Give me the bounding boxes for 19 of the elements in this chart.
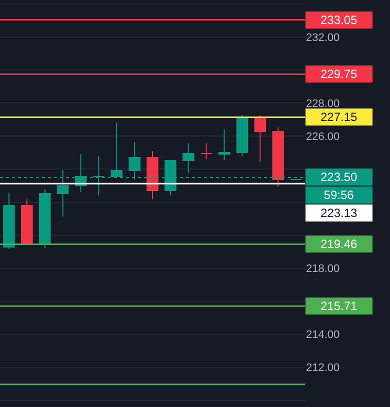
y-tick-label: 232.00 xyxy=(306,32,340,44)
candlestick xyxy=(3,192,15,250)
candlestick xyxy=(200,142,212,160)
ref-line-label: 223.50 xyxy=(320,170,358,184)
y-tick-label: 212.00 xyxy=(306,362,340,374)
text: 59:56 xyxy=(324,188,354,202)
y-tick-label: 218.00 xyxy=(306,263,340,276)
candlestick xyxy=(182,142,194,174)
ref-line-label: 227.15 xyxy=(320,110,358,124)
ref-line-label: 219.46 xyxy=(320,237,358,251)
y-tick-label: 228.00 xyxy=(306,98,340,110)
ref-line-label: 223.13 xyxy=(320,206,358,220)
ref-line-label: 229.75 xyxy=(320,67,358,81)
y-tick-label: 214.00 xyxy=(306,329,340,342)
ref-line-label: 215.71 xyxy=(320,299,358,313)
y-tick-label: 226.00 xyxy=(306,131,340,144)
ref-line-label: 233.05 xyxy=(320,13,358,27)
candlestick xyxy=(21,198,33,245)
candlestick xyxy=(272,126,284,188)
